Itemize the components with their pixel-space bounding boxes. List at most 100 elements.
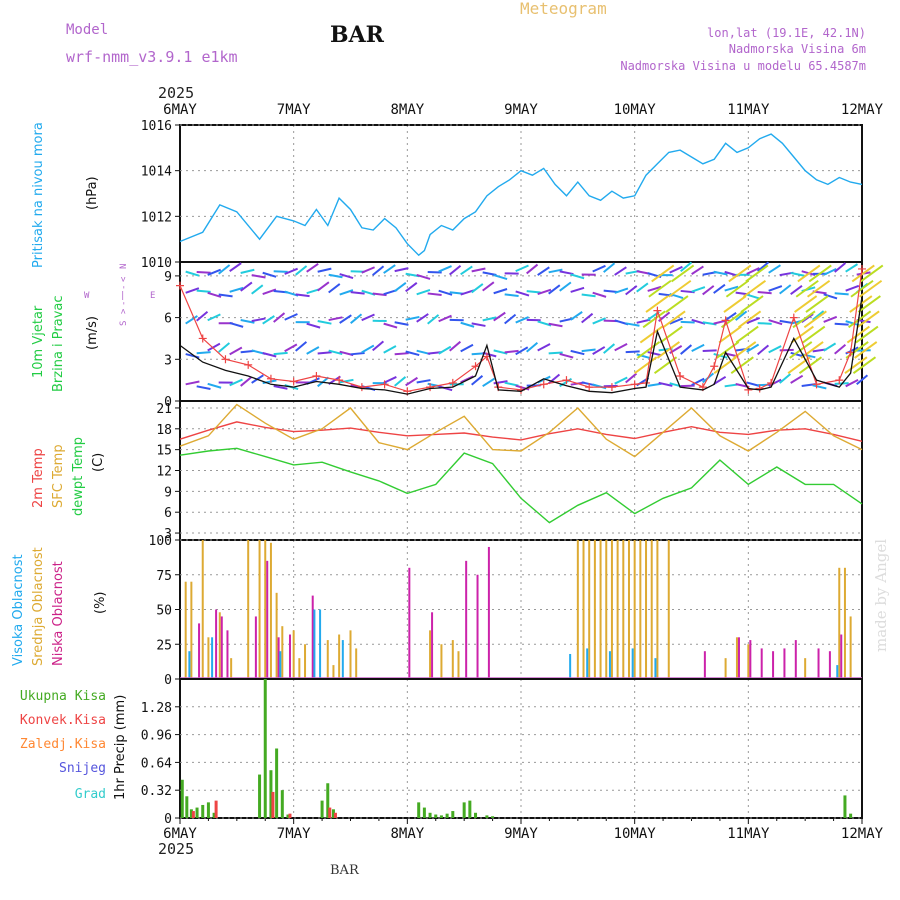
wind-barb-3-32 [537,288,552,296]
wind-barb-2-33 [548,322,563,328]
wind-barb-1-3 [218,342,231,353]
wind-barb-2-58 [823,315,838,323]
compass-dash-2: - [119,301,129,306]
wind-barb-4-38 [603,262,616,273]
wind-gust-marker-26 [710,362,719,371]
cloud-bar-mid-15 [326,640,329,679]
wind-barb-4-39 [614,266,627,276]
compass-east: E [150,291,155,301]
wind-gust-marker-35 [858,264,866,273]
cloud-bar-mid-23 [457,651,460,679]
precip-bar-total-7 [258,774,262,818]
compass-south: S [119,321,129,326]
wind-strong-2-11 [805,295,829,313]
y-tick-label-0-2: 1014 [141,165,172,180]
wind-barb-2-21 [416,313,429,323]
wind-barb-3-19 [394,281,407,293]
wind-gust-marker-28 [744,385,753,394]
wind-barb-1-34 [559,352,574,359]
wind-barb-1-31 [526,341,539,353]
wind-barb-4-6 [251,274,266,279]
precip-bar-convective-4 [328,807,332,818]
cloud-bar-high-3 [313,609,316,679]
wind-gust-marker-1 [198,334,207,343]
wind-barb-0-2 [207,382,222,389]
wind-strong-2-13 [808,264,832,283]
wind-barb-1-38 [603,343,616,354]
wind-barb-0-42 [647,382,662,387]
wind-strong-2-5 [795,279,819,298]
wind-barb-1-8 [273,351,288,356]
wind-barb-4-33 [548,268,563,274]
wind-barb-0-25 [460,375,474,384]
cloud-bar-mid-12 [292,630,295,679]
precip-bar-total-19 [434,814,438,818]
wind-barb-4-46 [691,265,704,275]
y-tick-label-1-0: 0 [164,395,172,410]
wind-barb-2-23 [438,314,452,323]
wind-barb-2-11 [306,322,321,329]
cloud-bar-low-12 [476,574,479,679]
cloud-bar-high-9 [631,648,634,679]
cloud-bar-mid-28 [599,540,602,679]
wind-strong-0-11 [665,295,689,313]
cloud-bar-mid-1 [190,581,193,679]
y-tick-label-4-4: 1.28 [141,701,172,716]
x-tick-top-3: 9MAY [504,102,538,118]
precip-bar-total-1 [185,796,189,818]
wind-barb-2-57 [812,310,825,321]
wind-barb-1-24 [449,340,462,352]
wind-barb-0-57 [812,384,827,390]
wind-strong-3-10 [856,310,880,329]
cloud-bar-high-4 [319,609,322,679]
wind-gust-marker-11 [426,383,435,392]
wind-barb-4-10 [295,265,308,276]
y-tick-label-3-4: 100 [149,534,172,549]
cloud-bar-mid-0 [184,581,187,679]
wind-barb-2-26 [471,322,486,327]
wind-barb-2-1 [196,311,209,322]
wind-barb-4-53 [768,264,781,274]
cloud-bar-high-7 [586,648,589,679]
wind-barb-2-45 [680,320,695,324]
wind-barb-4-2 [207,268,222,276]
precip-bar-total-13 [320,800,324,818]
wind-barb-2-8 [273,312,286,323]
wind-gust-marker-3 [244,360,253,369]
wind-barb-0-1 [196,385,211,390]
wind-barb-3-34 [559,281,572,292]
wind-barb-2-6 [251,317,266,323]
cloud-bar-mid-41 [735,637,738,679]
cloud-bar-low-4 [254,616,257,679]
wind-barb-2-13 [328,316,343,322]
cloud-bar-mid-6 [247,540,250,679]
y-tick-label-2-0: 3 [164,527,172,542]
wind-barb-2-12 [317,319,332,325]
wind-unit: (m/s) [85,316,100,350]
precip-bar-total-26 [485,815,489,818]
wind-strong-1-1 [716,341,740,359]
wind-barb-4-18 [383,264,396,274]
model-label: Model [66,22,108,38]
wind-barb-4-58 [823,267,837,276]
wind-barb-1-20 [405,350,420,357]
wind-gust-marker-8 [357,383,366,392]
wind-barb-4-13 [328,273,343,279]
cloud-bar-mid-45 [843,567,846,679]
wind-barb-3-47 [702,285,715,296]
y-tick-label-1-3: 9 [164,270,172,285]
cloud-bar-low-22 [828,651,831,679]
wind-barb-2-7 [262,315,275,325]
wind-barb-2-19 [394,321,409,326]
lonlat-label: lon,lat (19.1E, 42.1N) [707,26,866,40]
wind-barb-3-51 [746,293,761,300]
wind-barb-3-3 [218,293,233,298]
x-tick-top-0: 6MAY [163,102,197,118]
station-title: BAR [330,22,385,48]
precip-bar-total-6 [212,812,216,818]
wind-barb-3-13 [328,283,341,294]
wind-barb-0-0 [185,380,200,386]
compass-dash-1: - [119,285,129,290]
wind-strong-3-0 [844,356,868,375]
